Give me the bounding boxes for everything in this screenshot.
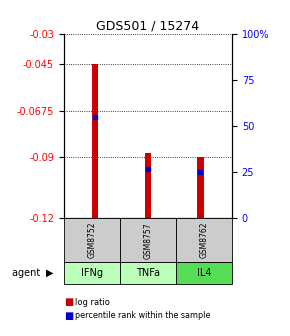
Title: GDS501 / 15274: GDS501 / 15274	[96, 19, 200, 33]
Text: percentile rank within the sample: percentile rank within the sample	[75, 311, 211, 320]
Text: log ratio: log ratio	[75, 298, 110, 307]
Text: ▶: ▶	[46, 268, 53, 278]
Text: GSM8757: GSM8757	[143, 222, 153, 259]
Bar	[145, 153, 151, 218]
Text: ■: ■	[64, 297, 73, 307]
Text: TNFa: TNFa	[136, 268, 160, 278]
Bar	[197, 157, 204, 218]
Text: IFNg: IFNg	[81, 268, 103, 278]
Text: GSM8752: GSM8752	[87, 222, 96, 258]
Bar	[92, 65, 99, 218]
Text: agent: agent	[12, 268, 43, 278]
Text: ■: ■	[64, 311, 73, 321]
Text: IL4: IL4	[197, 268, 211, 278]
Text: GSM8762: GSM8762	[200, 222, 209, 258]
